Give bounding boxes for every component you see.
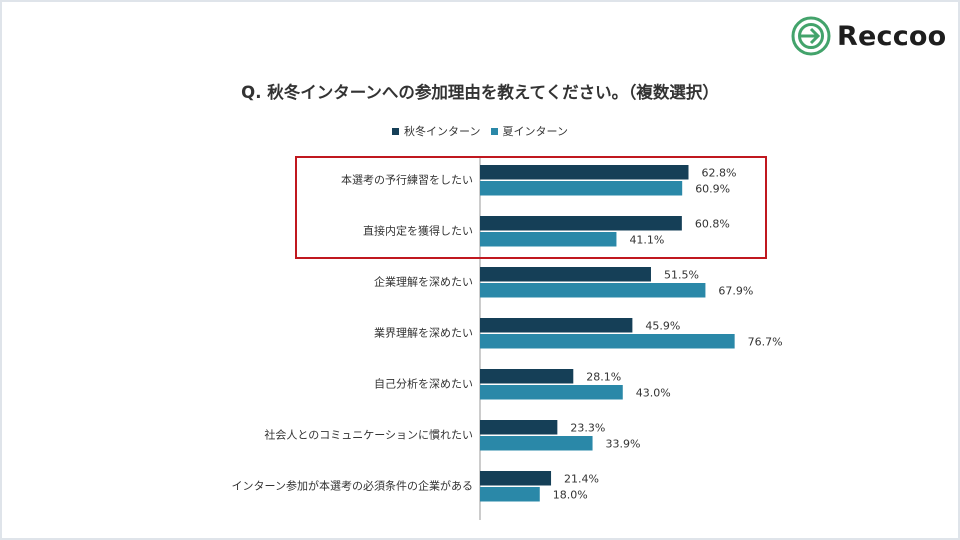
data-label-autumn: 51.5% <box>664 269 699 282</box>
bar-autumn <box>480 471 552 486</box>
data-label-summer: 67.9% <box>718 285 753 298</box>
data-label-autumn: 23.3% <box>570 422 605 435</box>
bar-summer <box>480 436 593 451</box>
bar-summer <box>480 181 683 196</box>
bar-autumn <box>480 369 574 384</box>
bar-summer <box>480 334 735 349</box>
bar-summer <box>480 232 617 247</box>
bar-summer <box>480 283 706 298</box>
data-label-summer: 41.1% <box>629 234 664 247</box>
category-label: 自己分析を深めたい <box>374 377 473 391</box>
bar-autumn <box>480 165 689 180</box>
data-label-autumn: 28.1% <box>586 371 621 384</box>
legend-item-summer: 夏インターン <box>490 123 568 139</box>
legend-swatch-autumn <box>392 127 400 135</box>
data-label-summer: 43.0% <box>636 387 671 400</box>
brand-logo: Reccoo <box>791 16 946 56</box>
category-label: インターン参加が本選考の必須条件の企業がある <box>232 479 473 493</box>
legend-label-summer: 夏インターン <box>502 125 568 138</box>
legend-item-autumn: 秋冬インターン <box>392 123 481 139</box>
data-label-autumn: 45.9% <box>645 320 680 333</box>
data-label-autumn: 62.8% <box>701 167 736 180</box>
data-label-summer: 18.0% <box>553 489 588 502</box>
bar-autumn <box>480 420 558 435</box>
data-label-summer: 60.9% <box>695 183 730 196</box>
chart-title: Q. 秋冬インターンへの参加理由を教えてください。（複数選択） <box>241 83 719 102</box>
legend-swatch-summer <box>490 127 498 135</box>
data-label-autumn: 60.8% <box>695 218 730 231</box>
data-label-summer: 76.7% <box>748 336 783 349</box>
data-label-autumn: 21.4% <box>564 473 599 486</box>
data-label-summer: 33.9% <box>606 438 641 451</box>
bar-autumn <box>480 216 682 231</box>
brand-name: Reccoo <box>837 20 947 52</box>
legend-label-autumn: 秋冬インターン <box>404 125 481 138</box>
category-label: 企業理解を深めたい <box>374 275 473 289</box>
bar-autumn <box>480 267 651 282</box>
bar-autumn <box>480 318 633 333</box>
category-label: 業界理解を深めたい <box>374 326 473 340</box>
category-label: 本選考の予行練習をしたい <box>341 173 473 187</box>
reccoo-logo-icon <box>791 16 831 56</box>
category-label: 社会人とのコミュニケーションに慣れたい <box>264 428 473 442</box>
chart-legend: 秋冬インターン 夏インターン <box>2 123 958 139</box>
bar-summer <box>480 487 540 502</box>
category-label: 直接内定を獲得したい <box>363 224 473 238</box>
bar-summer <box>480 385 623 400</box>
highlight-box <box>295 156 767 259</box>
